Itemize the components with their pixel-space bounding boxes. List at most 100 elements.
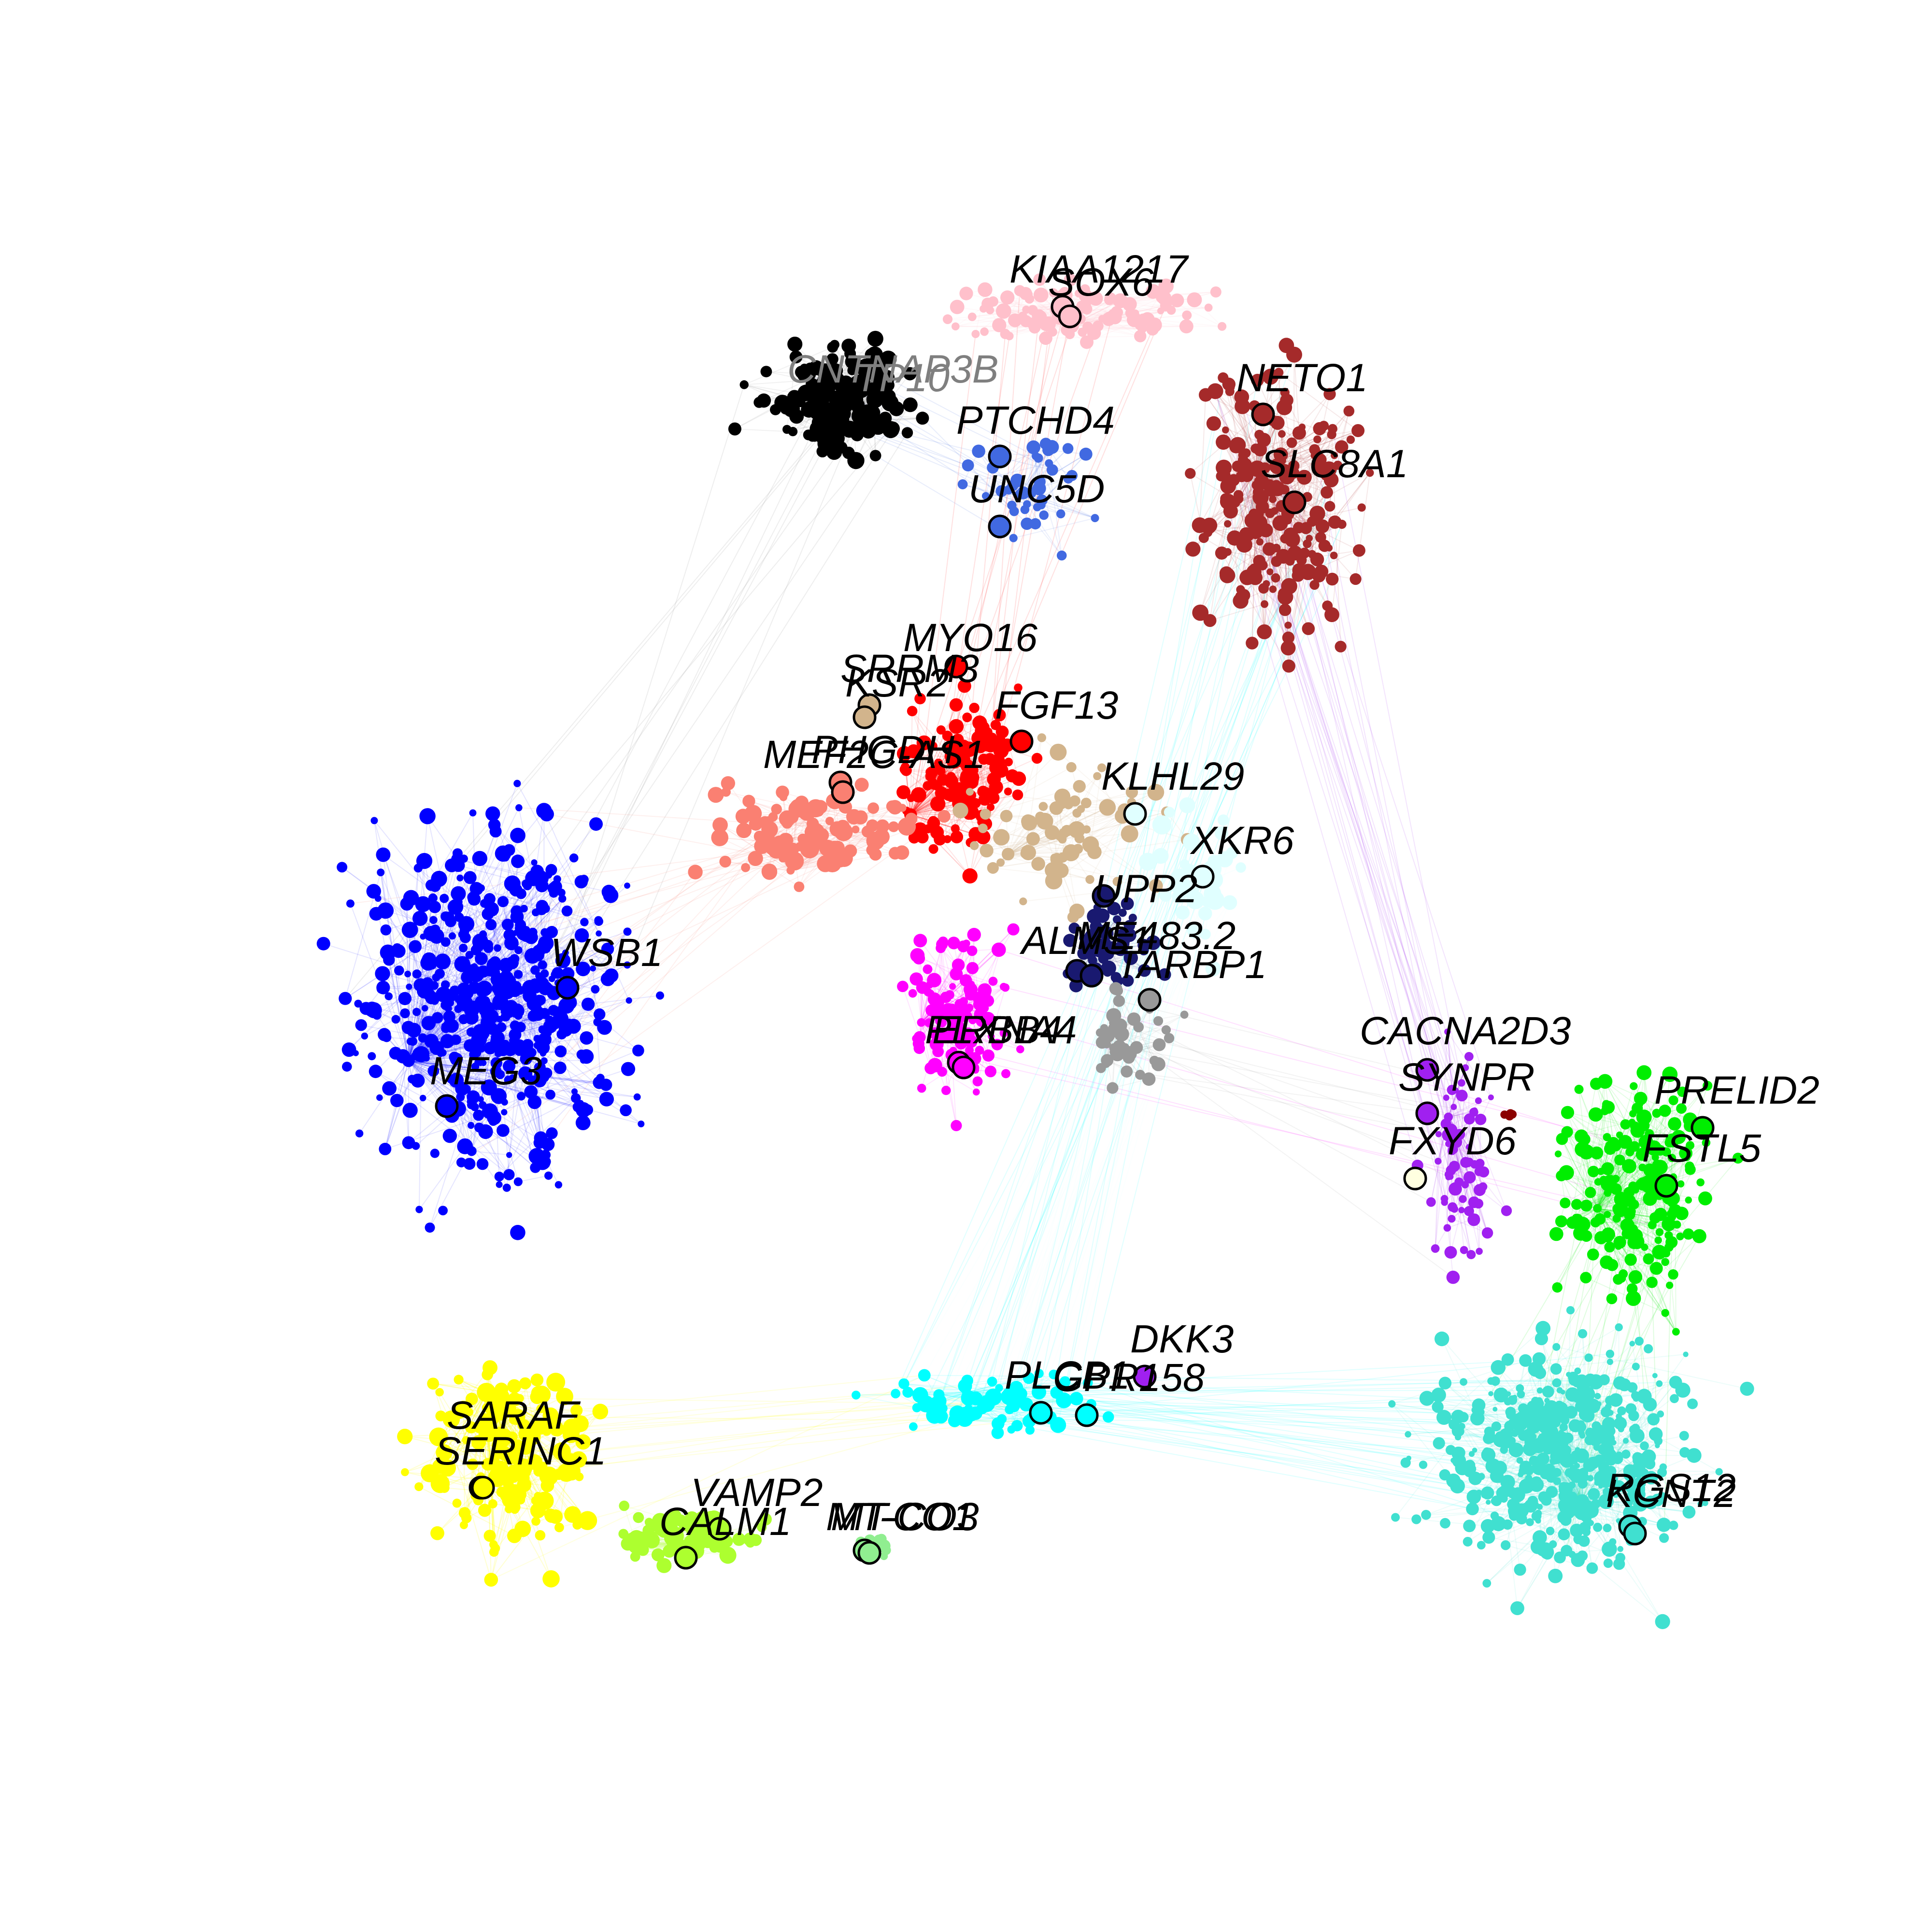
edge-brown	[1331, 524, 1343, 615]
edge-brown	[1234, 469, 1258, 539]
edge-red	[940, 707, 975, 731]
edge-brown	[1279, 372, 1359, 431]
node-pink	[978, 282, 993, 297]
edge-magenta	[942, 1071, 977, 1093]
edge-tan	[1070, 852, 1118, 882]
edge-tan	[1056, 776, 1098, 860]
edge-brown	[1199, 395, 1207, 526]
edge-brown	[1209, 459, 1321, 621]
edge-tan	[1008, 812, 1078, 855]
edge-tan	[1008, 838, 1063, 855]
edge-brown	[1240, 426, 1303, 590]
edge-pink	[975, 289, 986, 334]
edge-royalblue	[1020, 443, 1047, 495]
node-pink	[988, 296, 998, 307]
node-black	[770, 404, 781, 415]
edge-tan	[993, 867, 1156, 887]
edge-tan	[1090, 767, 1103, 845]
node-black	[869, 413, 881, 425]
edge-red	[910, 781, 952, 815]
edge-royalblue	[985, 447, 1034, 497]
edge-brown	[1242, 406, 1258, 469]
edge-red	[910, 814, 976, 835]
edge-tan	[1079, 786, 1123, 817]
edge-salmon	[755, 858, 799, 887]
edge-brown	[1215, 391, 1281, 455]
edge-tan	[986, 836, 1060, 852]
node-black	[854, 408, 868, 422]
edge-brown	[1257, 428, 1333, 469]
edge-lightcyan	[1169, 811, 1233, 853]
edge-royalblue	[1020, 447, 1034, 495]
node-black	[916, 412, 929, 425]
node-black	[760, 366, 772, 378]
edge-brown	[1199, 354, 1295, 526]
node-black	[782, 425, 792, 434]
edge-brown	[1200, 553, 1222, 613]
edge-salmon	[725, 861, 791, 871]
node-pink	[1170, 293, 1184, 308]
edge-brown	[1222, 377, 1289, 638]
edge-royalblue	[1020, 448, 1068, 495]
edge-royalblue	[1024, 478, 1069, 510]
node-black	[787, 390, 802, 405]
edge-black	[744, 346, 833, 385]
edge-brown	[1257, 428, 1320, 469]
edge-royalblue	[1039, 482, 1063, 556]
edge-brown	[1257, 468, 1330, 507]
edge-brown	[1242, 406, 1258, 469]
edge-brown	[1253, 524, 1342, 568]
edge-red	[985, 778, 1020, 824]
node-black	[869, 450, 881, 462]
edge-brown	[1251, 531, 1256, 643]
edge-salmon	[725, 861, 791, 871]
edge-brown	[1272, 537, 1321, 590]
edge-magenta	[921, 1022, 947, 1091]
edge-brown	[1209, 603, 1265, 621]
edge-royalblue	[962, 463, 1050, 485]
edge-royalblue	[1017, 480, 1095, 519]
node-black	[842, 446, 855, 459]
edge-brown	[1233, 480, 1247, 535]
edge-royalblue	[1013, 517, 1095, 539]
edge-brown	[1236, 439, 1318, 447]
edge-brown	[1334, 472, 1371, 523]
node-black	[867, 330, 883, 347]
edge-brown	[1228, 485, 1360, 551]
edge-pink	[1108, 299, 1141, 337]
edge-tan	[1043, 806, 1065, 834]
edge-salmon	[862, 815, 911, 820]
edge-brown	[1228, 384, 1258, 469]
edge-brown	[1256, 430, 1359, 486]
node-pink	[1000, 290, 1015, 305]
edge-brown	[1238, 423, 1278, 496]
edge-tan	[1056, 808, 1156, 886]
edge-brown	[1257, 428, 1333, 469]
edge-royalblue	[978, 451, 1015, 512]
edge-red	[910, 742, 925, 815]
edge-salmon	[725, 791, 798, 808]
node-black	[861, 423, 876, 439]
edge-brown	[1227, 552, 1289, 638]
edge-brown	[1257, 428, 1320, 469]
edge-brown	[1355, 472, 1371, 580]
edge-brown	[1277, 422, 1327, 493]
edge-tan	[985, 767, 1072, 815]
edge-brown	[1290, 446, 1342, 535]
node-black	[801, 401, 817, 418]
node-black	[901, 427, 913, 439]
edge-brown	[1293, 355, 1309, 572]
edge-pink	[1005, 290, 1021, 334]
edge-tan	[1008, 853, 1156, 887]
edge-brown	[1285, 394, 1330, 470]
edge-tan	[1101, 767, 1133, 793]
node-black	[739, 380, 749, 389]
edge-tan	[1008, 852, 1068, 855]
edge-brown	[1228, 384, 1258, 469]
node-black	[817, 424, 832, 440]
node-black	[882, 421, 899, 439]
node-black	[834, 419, 847, 432]
edge-brown	[1257, 380, 1316, 512]
